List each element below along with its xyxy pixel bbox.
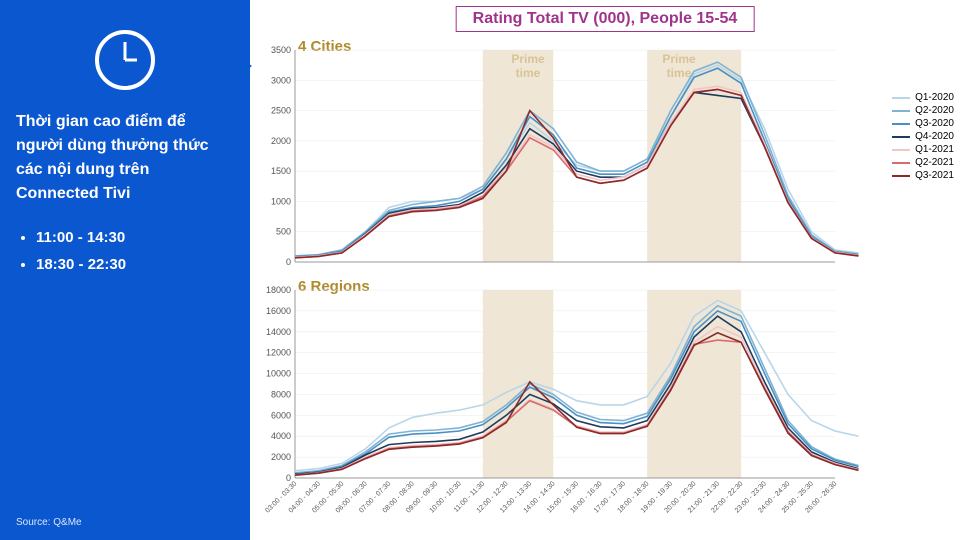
plot-4cities: 0 500 1000 1500 2000 2500 3000 3500 — [250, 36, 950, 276]
svg-text:2000: 2000 — [271, 136, 291, 146]
icon-wrap — [16, 30, 234, 90]
svg-text:12000: 12000 — [266, 348, 291, 358]
bullet-list: 11:00 - 14:30 18:30 - 22:30 — [16, 224, 234, 278]
svg-text:18000: 18000 — [266, 285, 291, 295]
svg-text:1500: 1500 — [271, 166, 291, 176]
clock-icon — [95, 30, 155, 90]
svg-text:16000: 16000 — [266, 306, 291, 316]
sidebar: Thời gian cao điểm để người dùng thưởng … — [0, 0, 250, 540]
chart-title: Rating Total TV (000), People 15-54 — [456, 6, 755, 32]
svg-text:10000: 10000 — [266, 369, 291, 379]
svg-text:3000: 3000 — [271, 75, 291, 85]
svg-text:2500: 2500 — [271, 106, 291, 116]
svg-text:1000: 1000 — [271, 196, 291, 206]
pointer-shape — [232, 52, 252, 80]
svg-text:3500: 3500 — [271, 45, 291, 55]
svg-text:0: 0 — [286, 473, 291, 483]
svg-text:4000: 4000 — [271, 431, 291, 441]
headline-text: Thời gian cao điểm để người dùng thưởng … — [16, 110, 234, 206]
svg-text:2000: 2000 — [271, 452, 291, 462]
bullet-1: 11:00 - 14:30 — [36, 224, 234, 251]
svg-text:8000: 8000 — [271, 389, 291, 399]
bullet-2: 18:30 - 22:30 — [36, 251, 234, 278]
svg-text:0: 0 — [286, 257, 291, 267]
plot-6regions: 0 2000 4000 6000 8000 10000 12000 14000 16000 180… — [250, 276, 950, 534]
chart-area: Rating Total TV (000), People 15-54 4 Ci… — [250, 0, 960, 540]
svg-text:6000: 6000 — [271, 410, 291, 420]
svg-text:500: 500 — [276, 227, 291, 237]
svg-text:14000: 14000 — [266, 327, 291, 337]
source-text: Source: Q&Me — [16, 517, 82, 528]
